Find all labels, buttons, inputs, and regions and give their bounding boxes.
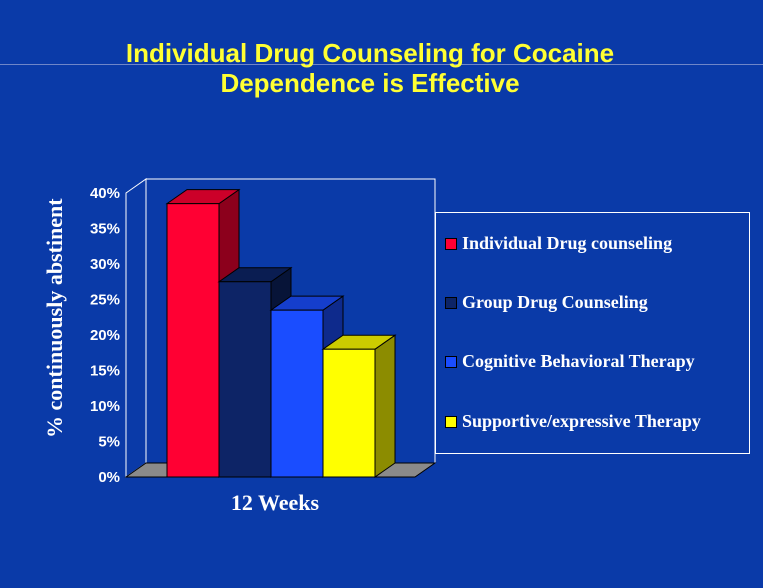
bar-side	[374, 334, 396, 478]
y-tick-label: 15%	[90, 363, 120, 380]
bar	[322, 348, 376, 478]
legend-swatch	[445, 296, 457, 309]
y-tick-label: 20%	[90, 327, 120, 344]
plot-side-wall	[125, 178, 147, 478]
y-tick-label: 30%	[90, 256, 120, 273]
legend-label: Group Drug Counseling	[462, 292, 648, 312]
y-tick-label: 10%	[90, 398, 120, 415]
y-tick-label: 35%	[90, 221, 120, 238]
y-tick-label: 25%	[90, 292, 120, 309]
legend-item: Group Drug Counseling	[445, 292, 648, 313]
legend-swatch	[445, 415, 457, 428]
legend-label: Cognitive Behavioral Therapy	[462, 351, 695, 371]
legend-swatch	[445, 355, 457, 368]
legend-swatch	[445, 237, 457, 250]
x-category-label: 12 Weeks	[231, 490, 320, 515]
header-divider	[0, 64, 763, 65]
legend-label: Supportive/expressive Therapy	[462, 411, 701, 431]
chart-legend: Individual Drug counseling Group Drug Co…	[435, 212, 750, 454]
bar	[166, 203, 220, 478]
legend-label: Individual Drug counseling	[462, 233, 673, 253]
y-tick-label: 5%	[98, 434, 120, 451]
legend-item: Cognitive Behavioral Therapy	[445, 351, 695, 372]
legend-item: Individual Drug counseling	[445, 233, 672, 254]
chart-title-line-2: Dependence is Effective	[220, 68, 520, 98]
chart-title: Individual Drug Counseling for Cocaine D…	[0, 38, 740, 98]
y-tick-label: 40%	[90, 185, 120, 202]
chart-title-line-1: Individual Drug Counseling for Cocaine	[125, 38, 615, 68]
y-tick-label: 0%	[98, 469, 120, 486]
legend-item: Supportive/expressive Therapy	[445, 411, 701, 432]
bar	[270, 309, 324, 478]
bar	[218, 281, 272, 478]
